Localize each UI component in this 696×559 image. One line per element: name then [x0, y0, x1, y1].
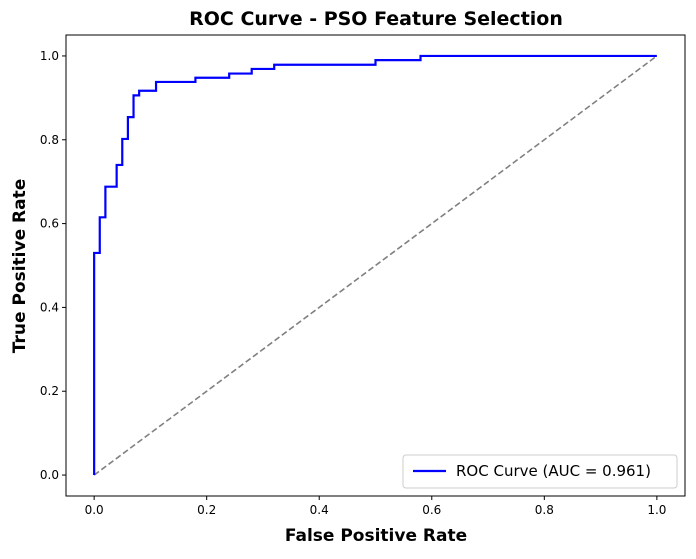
chart-title: ROC Curve - PSO Feature Selection [189, 8, 563, 30]
plot-area [93, 54, 658, 476]
x-axis: 0.0 0.2 0.4 0.6 0.8 1.0 [85, 496, 666, 517]
x-tick-label: 0.0 [85, 503, 104, 517]
x-tick-label: 0.6 [422, 503, 441, 517]
chance-diagonal-line [93, 55, 658, 476]
y-tick-label: 0.0 [40, 468, 59, 482]
y-axis: 0.0 0.2 0.4 0.6 0.8 1.0 [40, 49, 66, 482]
x-tick-label: 1.0 [647, 503, 666, 517]
y-tick-label: 0.2 [40, 384, 59, 398]
legend: ROC Curve (AUC = 0.961) [402, 454, 678, 489]
roc-curve-line [93, 54, 657, 476]
x-tick-label: 0.2 [197, 503, 216, 517]
legend-box [402, 454, 678, 489]
y-tick-label: 0.4 [40, 300, 59, 314]
plot-frame [65, 34, 686, 497]
x-tick-label: 0.8 [535, 503, 554, 517]
y-axis-label: True Positive Rate [10, 179, 30, 353]
legend-label-roc: ROC Curve (AUC = 0.961) [456, 462, 651, 480]
x-axis-label: False Positive Rate [285, 526, 467, 546]
x-tick-label: 0.4 [310, 503, 329, 517]
y-tick-label: 0.6 [40, 217, 59, 231]
y-tick-label: 0.8 [40, 133, 59, 147]
y-tick-label: 1.0 [40, 49, 59, 63]
